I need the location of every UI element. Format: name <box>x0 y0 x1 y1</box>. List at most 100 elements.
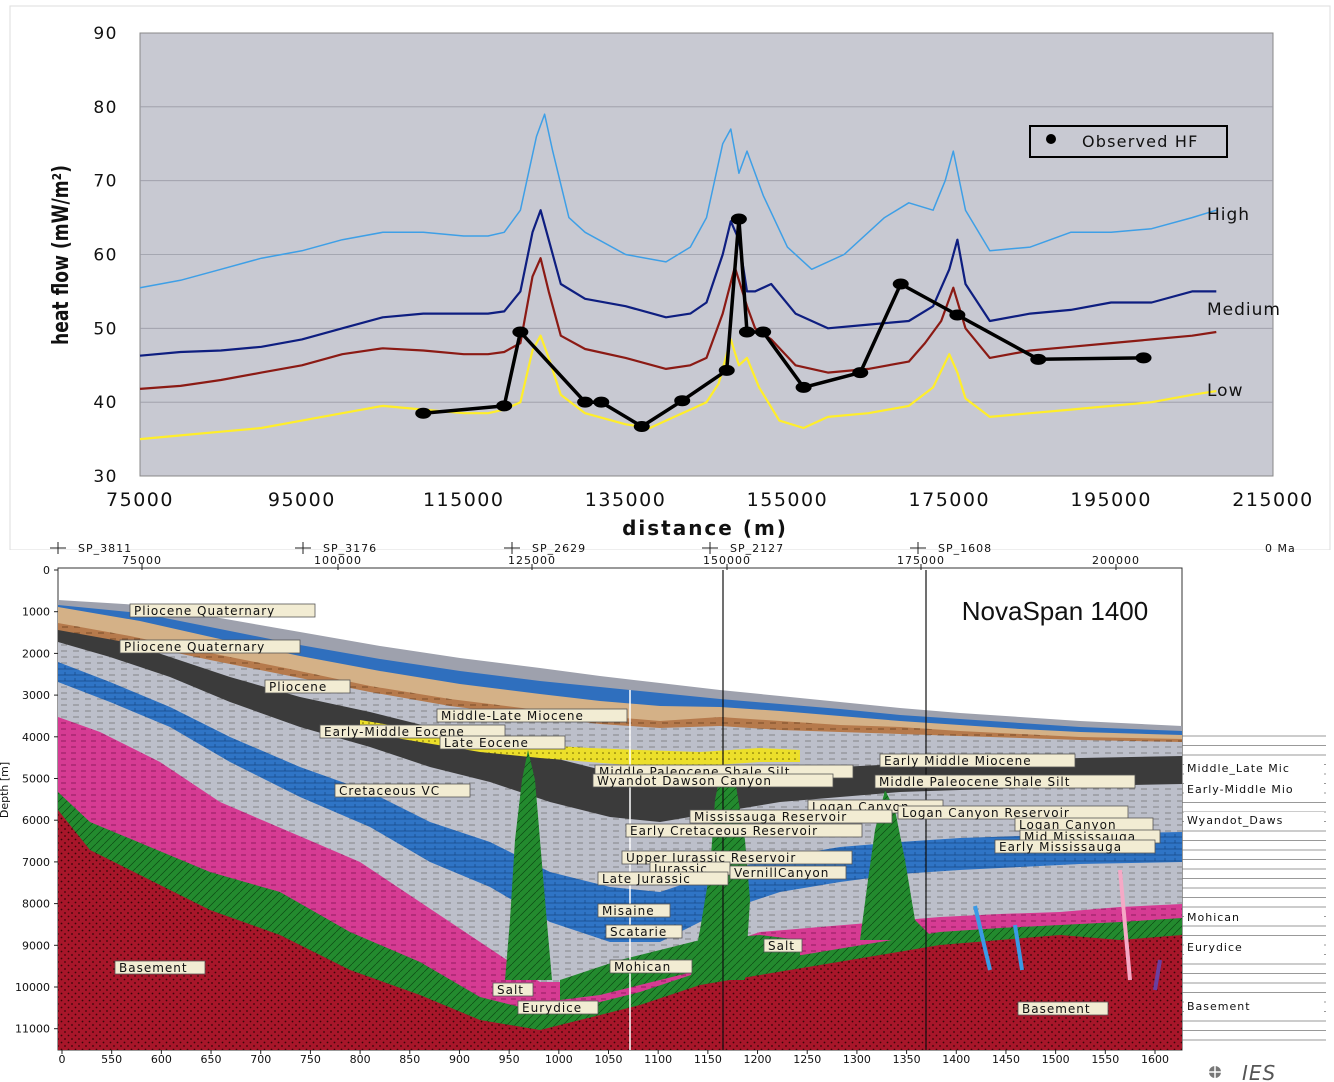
layer-label-box <box>114 960 206 975</box>
layer-label-box <box>689 809 893 824</box>
layer-label-box <box>439 735 566 750</box>
layer-label-box <box>621 850 853 865</box>
x-axis-title: distance (m) <box>622 516 788 540</box>
shotpoint-label: SP_3176 <box>323 542 377 555</box>
bottom-tick-label: 900 <box>449 1053 470 1066</box>
top-tick-label: 100000 <box>314 554 362 567</box>
layer-label-text: Logan Canyon <box>1019 818 1117 832</box>
layer-label: Middle Paleocene Shale Silt <box>874 774 1136 789</box>
top-tick-label: 75000 <box>122 554 162 567</box>
bottom-tick-label: 1500 <box>1042 1053 1070 1066</box>
top-tick-label: 175000 <box>897 554 945 567</box>
layer-label: Early-Middle Eocene <box>319 724 506 739</box>
bottom-tick-label: 1000 <box>545 1053 573 1066</box>
layer-label: Mississauga Reservoir <box>689 809 893 824</box>
layer-label: Early Cretaceous Reservoir <box>625 823 863 838</box>
x-tick-label: 175000 <box>909 489 991 511</box>
right-legend-label: Wyandot_Daws <box>1187 814 1283 827</box>
depth-tick-label: 5000 <box>22 773 50 786</box>
salt-diapir-1 <box>505 750 552 980</box>
layer-label-text: Late Jurassic <box>602 872 691 886</box>
depth-tick-label: 1000 <box>22 606 50 619</box>
yellow-reservoir <box>360 720 800 766</box>
bottom-tick-label: 950 <box>499 1053 520 1066</box>
layer-label: VernillCanyon <box>729 865 847 880</box>
observed-point <box>730 213 747 225</box>
right-legend-label: Eurydice <box>1187 941 1243 954</box>
observed-markers <box>415 213 1152 433</box>
depth-tick-label: 7000 <box>22 856 50 869</box>
observed-point <box>633 421 650 433</box>
top-tick-label: 200000 <box>1092 554 1140 567</box>
layer-label-text: Early Middle Miocene <box>884 754 1032 768</box>
legend-label-observed: Observed HF <box>1082 132 1199 151</box>
age-label: 0 Ma <box>1265 542 1296 555</box>
layer-label-text: Logan Canyon Reservoir <box>902 806 1070 820</box>
depth-axis-title: Depth [m] <box>0 762 11 818</box>
observed-point <box>755 326 772 338</box>
layer-label-box <box>517 1000 599 1015</box>
observed-point <box>795 381 812 393</box>
layer-label-box <box>264 679 351 694</box>
legend-label-bg <box>1184 998 1324 1014</box>
bottom-tick-label: 1050 <box>595 1053 623 1066</box>
bottom-tick-label: 850 <box>399 1053 420 1066</box>
layer-label-box <box>897 805 1129 820</box>
layer-label-text: Upper Jurassic Reservoir <box>626 851 796 865</box>
layer-label-text: Middle Paleocene Shale Silt <box>879 775 1070 789</box>
layer-label-box <box>119 639 301 654</box>
shotpoint-marker <box>295 542 311 554</box>
shotpoint-label: SP_2127 <box>730 542 784 555</box>
layer-label: Pliocene <box>264 679 351 694</box>
depth-tick-label: 9000 <box>22 939 50 952</box>
layer-label: Cretaceous VC <box>334 783 471 798</box>
observed-point <box>718 364 735 376</box>
bottom-tick-label: 0 <box>59 1053 66 1066</box>
x-tick-label: 95000 <box>268 489 336 511</box>
y-axis-title: heat flow (mW/m²) <box>48 165 74 345</box>
layer-label-box <box>874 774 1136 789</box>
depth-tick-label: 6000 <box>22 814 50 827</box>
layer-label: Basement <box>114 960 206 975</box>
right-legend-label: Basement <box>1187 1000 1251 1013</box>
bottom-tick-label: 600 <box>151 1053 172 1066</box>
depth-tick-label: 4000 <box>22 731 50 744</box>
layer-label-box <box>763 938 803 953</box>
layer-label-text: Early Cretaceous Reservoir <box>630 824 818 838</box>
layer-label-text: Pliocene Quaternary <box>124 640 265 654</box>
pink-stick <box>1118 869 1132 981</box>
layer-label-text: Mohican <box>614 960 671 974</box>
top-axis: 75000 100000 125000 150000 175000 200000 SP_38… <box>50 542 1296 570</box>
green-layer <box>58 790 1182 1030</box>
layer-label-box <box>1017 1001 1109 1016</box>
basement-layer <box>58 800 1182 1050</box>
layer-label: Scatarie <box>605 924 683 939</box>
layer-label: Early Middle Miocene <box>879 753 1076 768</box>
dark-layer <box>58 620 1182 822</box>
bottom-tick-label: 650 <box>201 1053 222 1066</box>
layer-label-text: Mississauga Reservoir <box>694 810 847 824</box>
x-tick-label: 195000 <box>1070 489 1152 511</box>
logo-text: IES <box>1242 1061 1276 1082</box>
grey-mid-layer <box>58 640 1182 892</box>
legend-label-bg <box>1184 909 1324 925</box>
x-tick-label: 155000 <box>747 489 829 511</box>
x-tick-label: 135000 <box>585 489 667 511</box>
legend-label-bg <box>1184 760 1324 776</box>
bottom-tick-label: 1200 <box>744 1053 772 1066</box>
bottom-tick-label: 1550 <box>1091 1053 1119 1066</box>
right-legend-label: Mohican <box>1187 911 1240 924</box>
series-line-1 <box>139 209 1217 357</box>
legend: Observed HF <box>1029 125 1228 158</box>
layer-label-box <box>879 753 1076 768</box>
layer-label-box <box>129 603 316 618</box>
observed-point <box>949 309 966 321</box>
depth-tick-label: 10000 <box>15 981 50 994</box>
y-tick-label: 50 <box>93 319 118 339</box>
layer-label-text: Early Mississauga <box>999 840 1122 854</box>
annotation-high: High <box>1207 205 1250 225</box>
bottom-tick-label: 1600 <box>1141 1053 1169 1066</box>
y-tick-label: 70 <box>93 172 118 192</box>
observed-point <box>892 278 909 290</box>
legend-label-bg <box>1184 939 1324 955</box>
